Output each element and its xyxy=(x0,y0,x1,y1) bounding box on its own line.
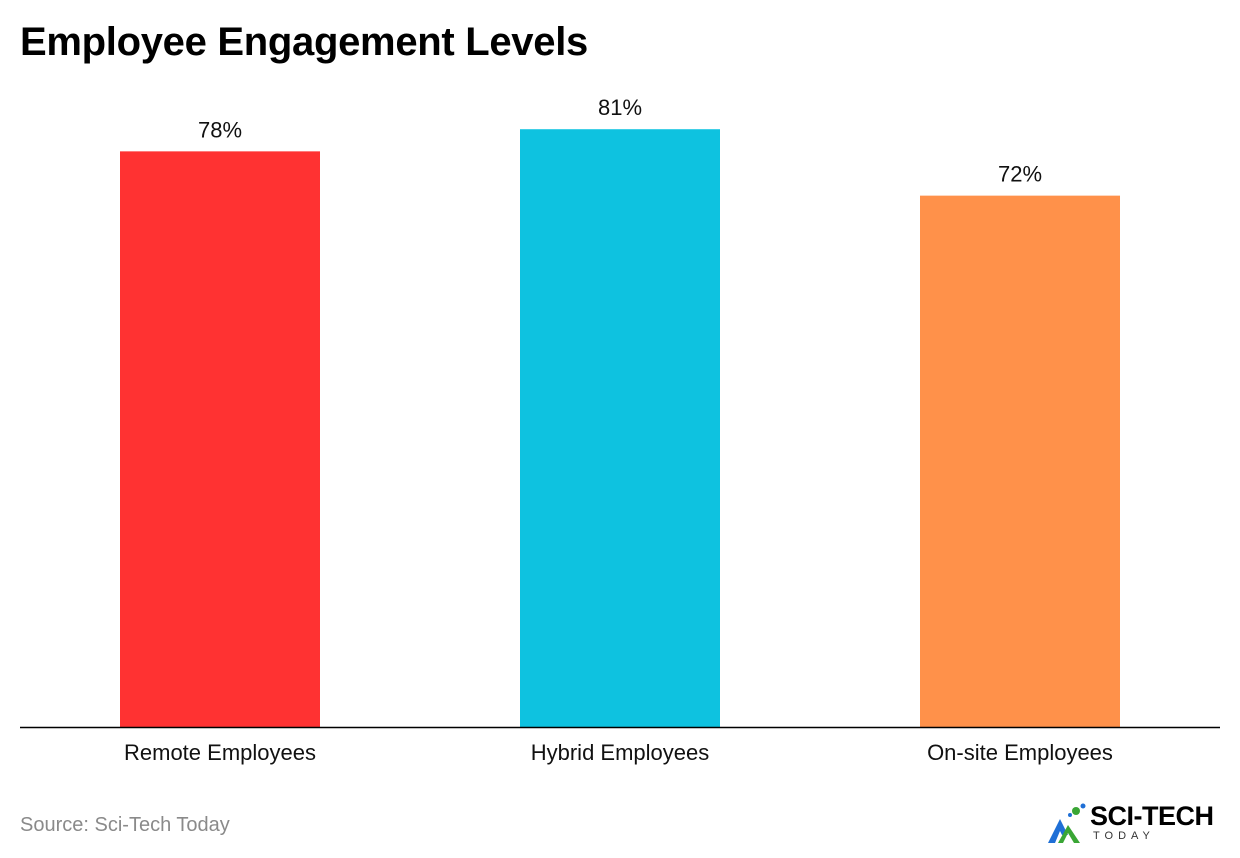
x-tick-label: Remote Employees xyxy=(124,740,316,765)
bar-hybrid-employees xyxy=(520,129,720,728)
logo-name: SCI-TECH xyxy=(1090,801,1214,831)
data-label: 78% xyxy=(198,117,242,142)
bar-remote-employees xyxy=(120,151,320,728)
x-tick-label: Hybrid Employees xyxy=(531,740,710,765)
logo-mark-icon xyxy=(1048,803,1086,843)
sci-tech-today-logo: SCI-TECH TODAY xyxy=(1046,801,1226,847)
x-tick-label: On-site Employees xyxy=(927,740,1113,765)
chart-title: Employee Engagement Levels xyxy=(20,20,588,64)
bar-on-site-employees xyxy=(920,195,1120,727)
source-credit: Source: Sci-Tech Today xyxy=(20,814,230,837)
logo-subtitle: TODAY xyxy=(1093,830,1155,842)
bar-chart: 78% Remote Employees 81% Hybrid Employees 72… xyxy=(20,95,1220,765)
source-label: Source: xyxy=(20,814,89,836)
source-text: Sci-Tech Today xyxy=(94,814,230,836)
data-label: 81% xyxy=(598,95,642,120)
data-label: 72% xyxy=(998,162,1042,187)
